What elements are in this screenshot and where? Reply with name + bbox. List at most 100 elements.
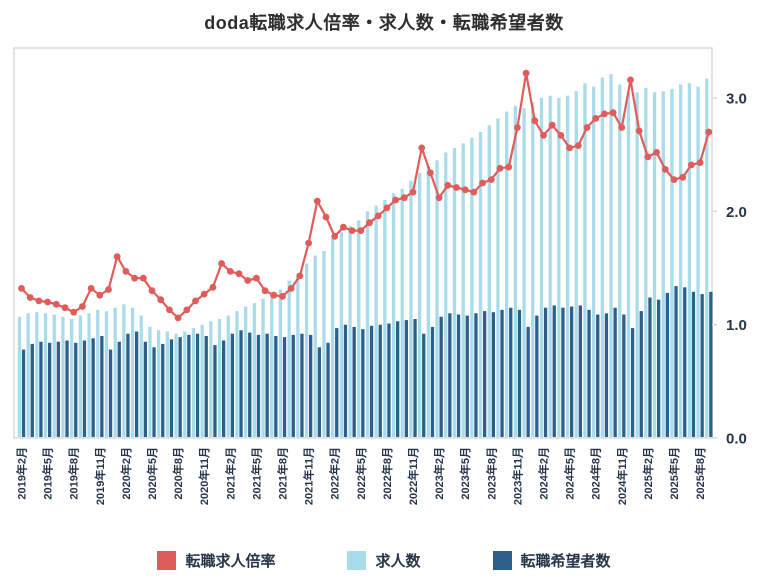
seekers-bar (674, 286, 678, 437)
y-axis: 0.0 1.0 2.0 3.0 (712, 91, 747, 448)
jobs-bar (87, 313, 91, 437)
jobs-bar (505, 111, 509, 437)
x-tick-label: 2025年8月 (693, 447, 707, 500)
seekers-bar (343, 324, 348, 437)
seekers-bar (639, 311, 643, 437)
seekers-bar (108, 349, 113, 437)
jobs-bar (435, 160, 439, 438)
rate-point (174, 314, 182, 322)
x-tick-label: 2024年5月 (563, 447, 577, 500)
seekers-bar (39, 341, 43, 437)
rate-point (183, 306, 191, 314)
jobs-bar (609, 74, 613, 437)
rate-point (35, 297, 43, 305)
x-tick: 2024年2月 (537, 447, 551, 500)
rate-swatch (157, 550, 177, 570)
x-tick: 2023年2月 (432, 447, 446, 500)
seekers-bar (274, 336, 278, 437)
seekers-bar (456, 314, 461, 437)
x-tick: 2020年5月 (145, 447, 159, 500)
rate-point (235, 270, 243, 278)
jobs-bar (522, 108, 526, 437)
x-tick: 2022年5月 (354, 447, 368, 500)
x-tick-label: 2020年5月 (145, 447, 159, 500)
jobs-bar (574, 91, 578, 437)
seekers-bar (178, 337, 182, 437)
jobs-bar (287, 280, 291, 437)
rate-point (374, 212, 382, 220)
jobs-bar (130, 307, 135, 437)
jobs-bar (61, 316, 65, 437)
rate-point (70, 308, 78, 316)
rate-point (705, 128, 713, 136)
jobs-bar (270, 294, 274, 437)
x-tick: 2019年5月 (41, 447, 55, 500)
seekers-bar (404, 320, 408, 437)
seekers-bar (352, 326, 356, 437)
rate-point (148, 287, 156, 295)
legend-label-jobs: 求人数 (375, 552, 421, 570)
seekers-bar (587, 309, 591, 437)
x-tick: 2023年11月 (510, 447, 524, 505)
seekers-bar (100, 336, 104, 437)
rate-point (653, 149, 660, 156)
x-tick-label: 2023年2月 (432, 447, 446, 500)
jobs-bar (679, 84, 683, 438)
rate-point (157, 296, 165, 304)
seekers-bar (291, 334, 295, 437)
seekers-bar (195, 333, 200, 437)
jobs-bar (383, 200, 387, 437)
rate-point (270, 291, 278, 299)
x-tick: 2019年11月 (93, 447, 107, 505)
rate-point (618, 124, 626, 131)
jobs-bar (391, 193, 396, 437)
rate-point (574, 142, 582, 150)
seekers-bar (21, 349, 26, 437)
combo-chart: 0.0 1.0 2.0 3.0 2019年2月 2019年5月 2019年8月 2019年11… (13, 47, 747, 505)
rate-point (261, 287, 269, 295)
jobs-bar (148, 326, 152, 437)
jobs-bar (635, 92, 639, 438)
rate-point (87, 285, 95, 292)
legend-label-seekers: 転職希望者数 (520, 552, 611, 570)
jobs-bar (209, 321, 213, 437)
x-tick-label: 2021年8月 (276, 447, 290, 500)
rate-point (531, 117, 539, 125)
x-tick-label: 2022年8月 (380, 447, 394, 500)
jobs-bar (409, 180, 413, 437)
jobs-bar (35, 312, 39, 437)
jobs-bar (531, 102, 535, 437)
rate-point (644, 153, 652, 161)
seekers-bar (317, 347, 321, 437)
rate-point (392, 196, 399, 204)
rate-point (44, 298, 51, 306)
rate-point (453, 184, 460, 191)
jobs-bar (644, 87, 648, 438)
seekers-bar (483, 311, 487, 437)
rate-point (427, 169, 434, 177)
x-tick-label: 2023年11月 (510, 447, 524, 505)
x-tick-label: 2020年11月 (197, 447, 211, 505)
x-axis: 2019年2月 2019年5月 2019年8月 2019年11月 2020年2月 2020… (15, 447, 708, 505)
x-tick-label: 2025年2月 (641, 447, 655, 500)
seekers-bar (439, 316, 443, 437)
rate-point (96, 291, 104, 299)
seekers-bar (578, 305, 582, 437)
jobs-bar (191, 328, 196, 437)
rate-point (52, 300, 60, 308)
jobs-bar (174, 333, 178, 437)
rate-point (696, 159, 704, 167)
x-tick: 2019年8月 (67, 447, 81, 500)
jobs-bar (78, 315, 82, 437)
seekers-bar (204, 336, 208, 437)
jobs-bar (444, 152, 448, 437)
rate-point (279, 292, 286, 300)
x-tick: 2021年2月 (223, 447, 237, 500)
jobs-bar (96, 309, 100, 437)
legend-item-jobs: 求人数 (347, 550, 421, 571)
x-tick: 2025年5月 (667, 447, 681, 500)
y-tick-label: 1.0 (726, 317, 747, 334)
seekers-bar (657, 299, 661, 437)
rate-point (166, 306, 173, 314)
seekers-bar (622, 314, 626, 437)
